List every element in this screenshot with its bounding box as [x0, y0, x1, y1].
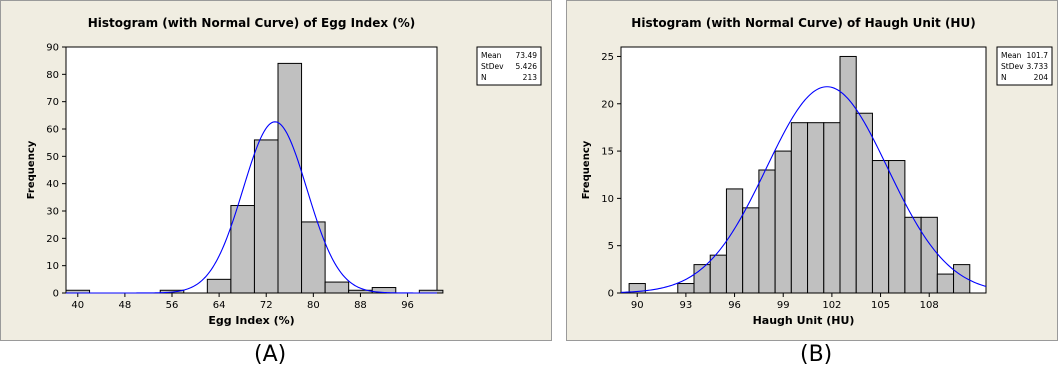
histogram-bar	[230, 205, 255, 294]
histogram-bar	[823, 122, 841, 294]
histogram-bar	[920, 216, 938, 294]
stat-label-stdev: StDev	[1001, 62, 1024, 71]
y-axis-label: Frequency	[581, 140, 592, 199]
histogram-bar	[888, 160, 906, 294]
histogram-bar	[839, 55, 857, 294]
chart-title: Histogram (with Normal Curve) of Egg Ind…	[88, 16, 416, 30]
y-tick-label: 10	[601, 194, 614, 205]
x-tick-label: 108	[920, 300, 939, 311]
y-tick-label: 70	[46, 97, 59, 108]
histogram-bar	[936, 273, 955, 294]
histogram-bar	[774, 150, 792, 294]
histogram-bar	[807, 122, 825, 294]
normal-curve	[66, 121, 437, 294]
x-tick-label: 102	[822, 300, 841, 311]
histogram-bar	[742, 207, 760, 294]
x-tick-label: 96	[728, 300, 741, 311]
x-tick-label: 80	[307, 300, 320, 311]
y-tick-label: 80	[46, 70, 59, 81]
stat-label-n: N	[1001, 73, 1007, 82]
stats-box	[476, 46, 542, 86]
x-tick-label: 105	[871, 300, 890, 311]
x-tick-label: 40	[71, 300, 84, 311]
stat-label-mean: Mean	[481, 51, 502, 60]
x-tick-label: 48	[119, 300, 132, 311]
stats-box	[996, 46, 1053, 86]
x-tick-label: 90	[631, 300, 644, 311]
histogram-bar	[709, 254, 727, 294]
chart-title: Histogram (with Normal Curve) of Haugh U…	[631, 16, 975, 30]
normal-curve	[620, 86, 987, 293]
histogram-bar	[904, 216, 922, 294]
stat-value-n: 213	[523, 73, 538, 82]
y-tick-label: 20	[601, 99, 614, 110]
histogram-haugh-unit: Histogram (with Normal Curve) of Haugh U…	[566, 0, 1058, 341]
stat-value-n: 204	[1034, 73, 1049, 82]
histogram-bar	[725, 188, 744, 294]
x-tick-label: 99	[777, 300, 790, 311]
histogram-bar	[790, 122, 809, 294]
stat-value-mean: 73.49	[516, 51, 538, 60]
panel-label-a: (A)	[254, 342, 287, 367]
y-tick-label: 20	[46, 234, 59, 245]
y-tick-label: 50	[46, 152, 59, 163]
stat-label-mean: Mean	[1001, 51, 1022, 60]
histogram-bar	[677, 283, 695, 294]
y-tick-label: 25	[601, 52, 614, 63]
y-tick-label: 0	[608, 289, 614, 300]
stat-label-n: N	[481, 73, 487, 82]
histogram-bar	[628, 283, 646, 294]
x-tick-label: 88	[354, 300, 367, 311]
histogram-bar	[324, 281, 350, 294]
y-tick-label: 10	[46, 261, 59, 272]
x-axis-label: Haugh Unit (HU)	[753, 314, 855, 327]
histogram-bar	[277, 62, 303, 294]
histogram-egg-index: Histogram (with Normal Curve) of Egg Ind…	[0, 0, 552, 341]
y-tick-label: 90	[46, 43, 59, 54]
histogram-bar	[206, 278, 232, 294]
y-tick-label: 0	[53, 289, 59, 300]
x-tick-label: 72	[260, 300, 273, 311]
stat-value-mean: 101.7	[1027, 51, 1049, 60]
histogram-bar	[871, 160, 890, 294]
y-tick-label: 40	[46, 179, 59, 190]
x-tick-label: 96	[401, 300, 414, 311]
stat-value-stdev: 5.426	[516, 62, 538, 71]
x-tick-label: 93	[680, 300, 693, 311]
stat-value-stdev: 3.733	[1027, 62, 1049, 71]
y-axis-label: Frequency	[26, 140, 37, 199]
y-tick-label: 30	[46, 207, 59, 218]
y-tick-label: 15	[601, 147, 614, 158]
stat-label-stdev: StDev	[481, 62, 504, 71]
histogram-bar	[855, 112, 873, 294]
histogram-bar	[758, 169, 776, 294]
x-axis-label: Egg Index (%)	[208, 314, 294, 327]
x-tick-label: 56	[166, 300, 179, 311]
histogram-bar	[253, 139, 279, 294]
x-tick-label: 64	[213, 300, 226, 311]
histogram-bar	[953, 264, 971, 294]
y-tick-label: 5	[608, 241, 614, 252]
histogram-bar	[301, 221, 326, 294]
y-tick-label: 60	[46, 125, 59, 136]
panel-label-b: (B)	[800, 342, 833, 367]
